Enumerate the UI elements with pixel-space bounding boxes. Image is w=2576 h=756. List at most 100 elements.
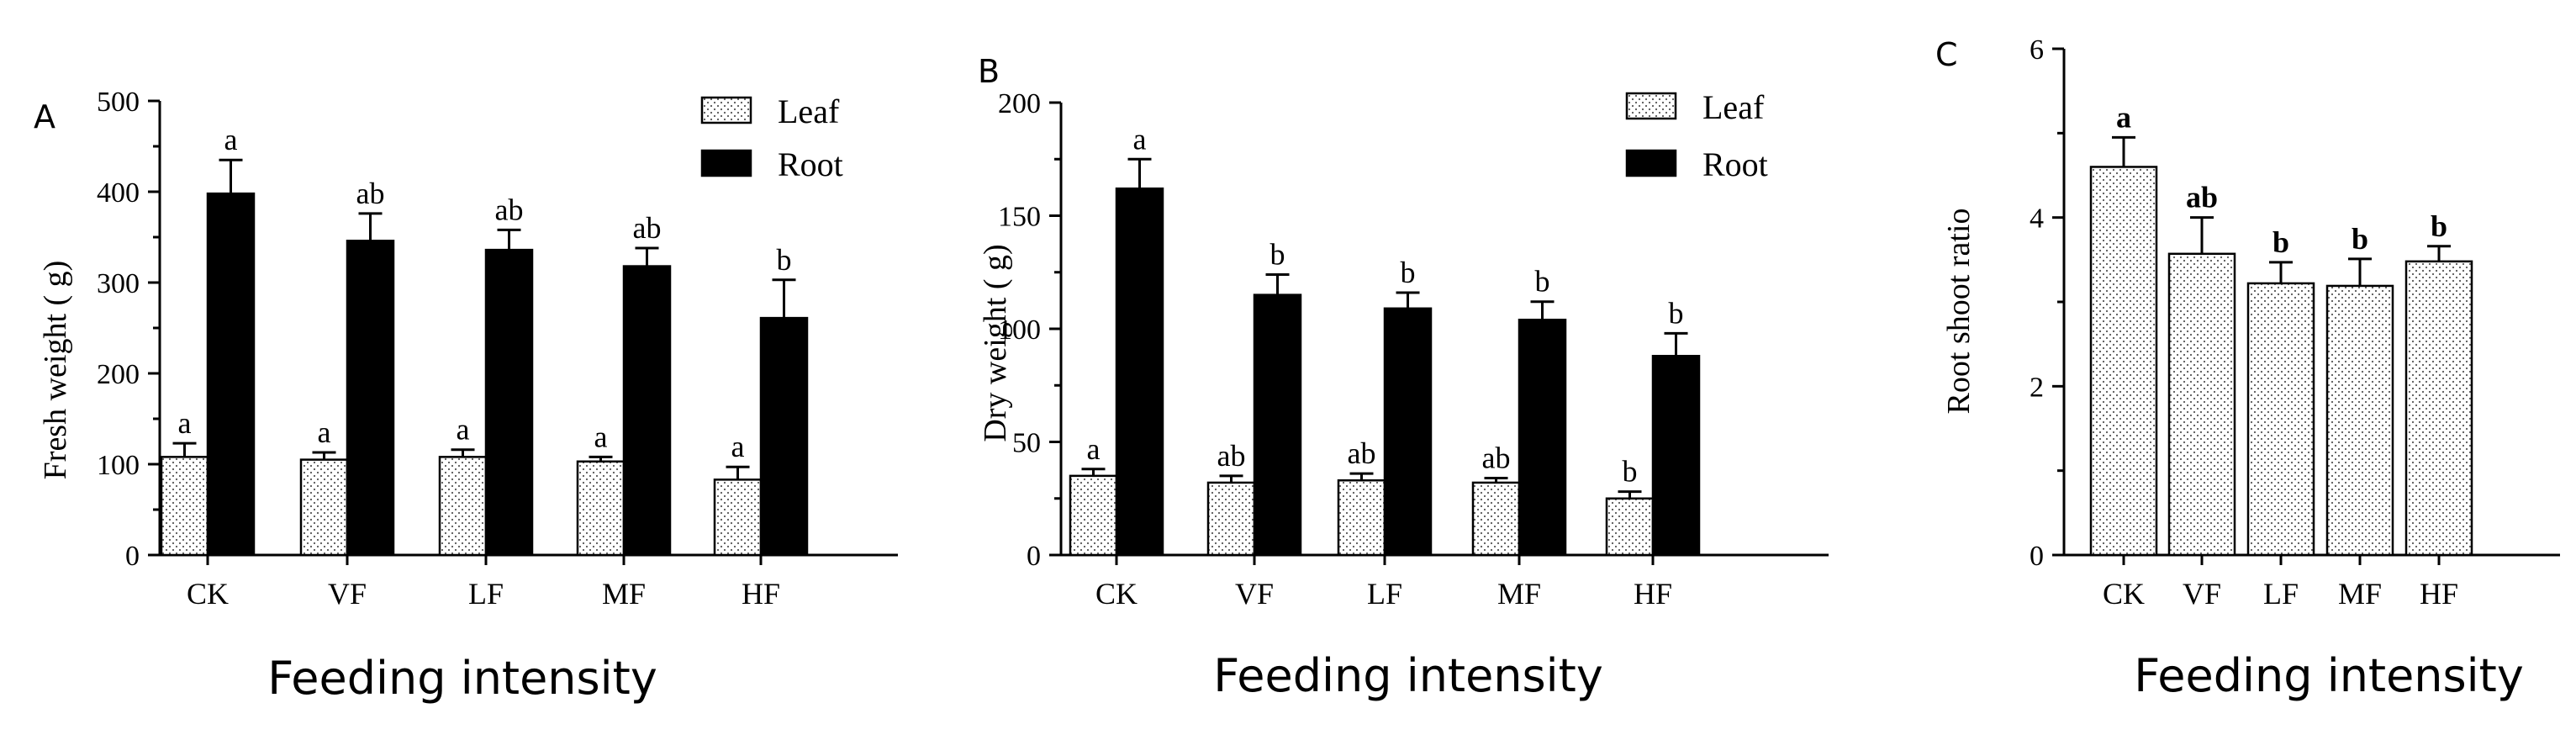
panel-b-chart: B Dry weight ( g) Feeding intensity Leaf… [978, 53, 1829, 702]
y-tick-label: 6 [2030, 34, 2044, 66]
significance-letter: ab [495, 193, 524, 226]
x-axis-label: Feeding intensity [1213, 649, 1603, 702]
x-tick-label: VF [1235, 577, 1274, 611]
y-tick-label: 200 [97, 359, 140, 390]
x-tick-label: MF [2338, 577, 2382, 611]
significance-letter: ab [1217, 439, 1246, 473]
significance-letter: a [1087, 432, 1101, 466]
bar-root-shoot-ratio [2325, 284, 2394, 557]
bar-root [484, 248, 534, 557]
significance-letter: b [1623, 455, 1638, 489]
bar-leaf [576, 460, 626, 557]
y-tick-label: 200 [998, 88, 1041, 119]
significance-letter: b [2352, 222, 2368, 256]
x-tick-label: CK [187, 577, 229, 611]
bar-root [622, 265, 672, 557]
bar-leaf [299, 458, 349, 557]
bar-leaf [713, 478, 763, 557]
bar-root [1253, 293, 1302, 557]
bar-root-shoot-ratio [2089, 166, 2158, 557]
y-tick-label: 4 [2030, 204, 2044, 235]
panel-a-chart: A Fresh weight ( g) Feeding intensity Le… [34, 87, 898, 705]
bar-root [346, 240, 395, 557]
bar-root [759, 316, 809, 557]
x-tick-label: MF [602, 577, 646, 611]
y-tick-label: 400 [97, 177, 140, 209]
y-tick-label: 300 [97, 268, 140, 299]
panel-letter: C [1935, 36, 1958, 73]
significance-letter: a [1133, 122, 1147, 156]
significance-letter: b [1535, 265, 1550, 299]
y-tick-label: 0 [1027, 541, 1041, 572]
legend: Leaf Root [700, 93, 843, 183]
legend-label-root: Root [1702, 145, 1768, 183]
bar-root [1651, 355, 1701, 557]
y-tick-label: 150 [998, 202, 1041, 233]
panel-letter: A [34, 98, 55, 135]
significance-letter: b [2431, 209, 2447, 243]
significance-letter: ab [1348, 436, 1376, 470]
y-tick-label: 100 [97, 450, 140, 481]
bar-root [1115, 187, 1164, 557]
bar-leaf [438, 456, 488, 557]
bar-leaf [160, 456, 209, 557]
significance-letter: b [1270, 237, 1285, 271]
y-tick-label: 0 [125, 541, 140, 572]
significance-letter: a [457, 413, 470, 447]
significance-letter: ab [2186, 181, 2218, 214]
significance-letter: a [178, 406, 192, 440]
legend-swatch-root [1625, 149, 1677, 177]
significance-letter: ab [1482, 441, 1511, 475]
bar-leaf [1337, 478, 1386, 557]
y-tick-label: 100 [998, 315, 1041, 346]
x-tick-label: HF [2420, 577, 2458, 611]
y-axis-label: Dry weight ( g) [978, 244, 1013, 441]
significance-letter: a [731, 430, 745, 463]
legend-label-root: Root [778, 145, 843, 183]
x-tick-label: VF [2183, 577, 2221, 611]
legend-label-leaf: Leaf [778, 93, 840, 130]
significance-letter: b [777, 243, 792, 277]
significance-letter: a [594, 420, 608, 453]
y-tick-label: 500 [97, 87, 140, 118]
x-tick-label: LF [1367, 577, 1402, 611]
significance-letter: b [1401, 256, 1416, 289]
legend-label-leaf: Leaf [1702, 88, 1765, 126]
significance-letter: a [2116, 100, 2131, 134]
bar-leaf [1206, 481, 1256, 557]
bar-root [1383, 307, 1433, 557]
significance-letter: ab [356, 177, 385, 210]
y-axis-label: Root shoot ratio [1941, 209, 1977, 415]
y-tick-label: 50 [1012, 428, 1041, 459]
bar-leaf [1605, 497, 1655, 557]
x-tick-label: VF [328, 577, 367, 611]
bar-root [1518, 318, 1567, 557]
bar-root-shoot-ratio [2404, 260, 2473, 557]
y-tick-label: 0 [2030, 541, 2044, 572]
panel-c-chart: C Root shoot ratio Feeding intensity 0 2 4… [1935, 34, 2560, 702]
legend-swatch-leaf [700, 96, 752, 124]
significance-letter: a [318, 415, 331, 449]
x-tick-label: LF [468, 577, 504, 611]
x-tick-label: MF [1497, 577, 1541, 611]
y-axis-label: Fresh weight ( g) [38, 261, 73, 480]
y-tick-label: 2 [2030, 372, 2044, 403]
significance-letter: b [1669, 296, 1684, 330]
bar-leaf [1471, 481, 1521, 557]
x-axis-label: Feeding intensity [267, 652, 657, 705]
legend-swatch-root [700, 149, 752, 177]
bar-leaf [1069, 474, 1118, 557]
x-tick-label: LF [2263, 577, 2299, 611]
significance-letter: b [2272, 225, 2289, 259]
significance-letter: a [224, 123, 238, 156]
bar-root-shoot-ratio [2167, 252, 2236, 557]
bar-root [206, 192, 256, 557]
legend: Leaf Root [1625, 88, 1768, 183]
x-tick-label: HF [742, 577, 780, 611]
x-tick-label: HF [1634, 577, 1672, 611]
x-axis-label: Feeding intensity [2134, 649, 2524, 702]
panel-letter: B [978, 53, 1000, 90]
significance-letter: ab [633, 211, 662, 245]
legend-swatch-leaf [1625, 92, 1677, 120]
